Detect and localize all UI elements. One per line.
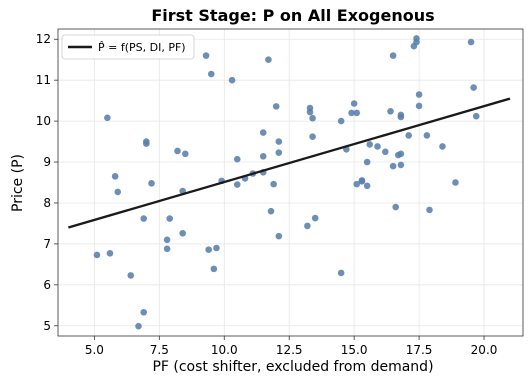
data-point — [181, 150, 189, 158]
data-point — [470, 84, 477, 91]
data-point — [275, 232, 283, 240]
chart-title: First Stage: P on All Exogenous — [151, 6, 434, 25]
data-point — [148, 180, 155, 187]
data-point — [467, 38, 475, 46]
data-point — [106, 250, 114, 257]
data-point — [387, 107, 394, 115]
y-tick-label: 11 — [36, 73, 51, 87]
data-point — [111, 173, 119, 180]
data-point — [127, 272, 135, 279]
data-point — [439, 143, 446, 150]
data-point — [374, 143, 381, 150]
x-tick-label: 5.0 — [85, 343, 104, 357]
data-point — [405, 132, 412, 139]
data-point — [114, 188, 122, 196]
x-axis-ticks: 5.0 7.5 10.0 12.5 15.0 17.5 20.0 — [85, 336, 498, 357]
data-point — [350, 100, 358, 107]
data-point — [205, 246, 212, 253]
data-point — [353, 109, 361, 117]
data-point — [366, 141, 374, 148]
data-point — [304, 222, 311, 230]
data-point — [275, 149, 283, 156]
data-point — [135, 322, 142, 330]
data-point — [389, 52, 397, 59]
data-point — [413, 38, 420, 46]
data-point — [426, 206, 433, 214]
data-point — [397, 111, 405, 119]
y-tick-label: 10 — [36, 114, 51, 128]
data-point — [348, 109, 355, 117]
data-point — [174, 147, 181, 155]
y-tick-label: 7 — [43, 237, 51, 251]
data-point — [265, 56, 272, 63]
x-tick-label: 12.5 — [276, 343, 303, 357]
y-axis-ticks: 5 6 7 8 9 10 11 12 — [36, 32, 58, 333]
data-point — [233, 181, 241, 188]
data-point — [163, 245, 171, 253]
data-point — [309, 133, 316, 140]
data-point — [452, 179, 459, 186]
y-tick-label: 12 — [36, 32, 51, 46]
x-tick-label: 15.0 — [341, 343, 368, 357]
y-tick-label: 9 — [43, 155, 51, 169]
legend: P̂ = f(PS, DI, PF) — [61, 34, 195, 60]
data-point — [140, 308, 148, 316]
data-point — [93, 251, 101, 259]
data-point — [140, 215, 148, 222]
data-point — [272, 103, 280, 110]
data-point — [363, 158, 371, 166]
data-point — [392, 203, 400, 211]
legend-entry-fit-line: P̂ = f(PS, DI, PF) — [98, 41, 186, 54]
data-point — [358, 177, 366, 185]
x-tick-label: 17.5 — [406, 343, 433, 357]
data-point — [306, 104, 314, 112]
scatter-points — [93, 35, 480, 330]
x-tick-label: 7.5 — [150, 343, 169, 357]
plot-frame — [57, 28, 524, 337]
data-point — [397, 150, 405, 158]
data-point — [363, 182, 371, 190]
data-point — [259, 153, 267, 160]
data-point — [397, 161, 405, 169]
data-point — [275, 138, 283, 145]
data-point — [202, 52, 210, 59]
data-point — [309, 114, 316, 122]
x-axis-label: PF (cost shifter, excluded from demand) — [152, 359, 433, 375]
y-tick-label: 8 — [43, 196, 51, 210]
fit-line — [68, 97, 511, 229]
data-point — [415, 91, 423, 98]
data-point — [207, 70, 215, 78]
data-point — [337, 117, 345, 125]
data-point — [233, 155, 241, 163]
data-point — [311, 214, 319, 222]
data-point — [228, 76, 236, 84]
data-point — [270, 180, 277, 188]
data-point — [472, 112, 480, 120]
x-tick-label: 10.0 — [211, 343, 238, 357]
y-tick-label: 5 — [43, 319, 51, 333]
data-point — [259, 129, 267, 136]
data-point — [166, 215, 174, 222]
fit-line-group — [68, 97, 511, 229]
x-tick-label: 20.0 — [471, 343, 498, 357]
data-point — [423, 132, 431, 139]
data-point — [163, 236, 171, 244]
data-point — [143, 140, 150, 147]
data-point — [213, 244, 220, 252]
y-axis-label: Price (P) — [10, 154, 26, 212]
data-point — [382, 148, 389, 156]
data-point — [267, 207, 275, 215]
data-point — [210, 265, 218, 273]
legend-box — [61, 34, 195, 60]
data-point — [415, 102, 423, 110]
data-point — [337, 269, 345, 277]
data-point — [179, 229, 186, 237]
data-point — [104, 114, 111, 122]
data-point — [353, 180, 361, 188]
data-point — [389, 162, 397, 170]
y-tick-label: 6 — [43, 278, 51, 292]
